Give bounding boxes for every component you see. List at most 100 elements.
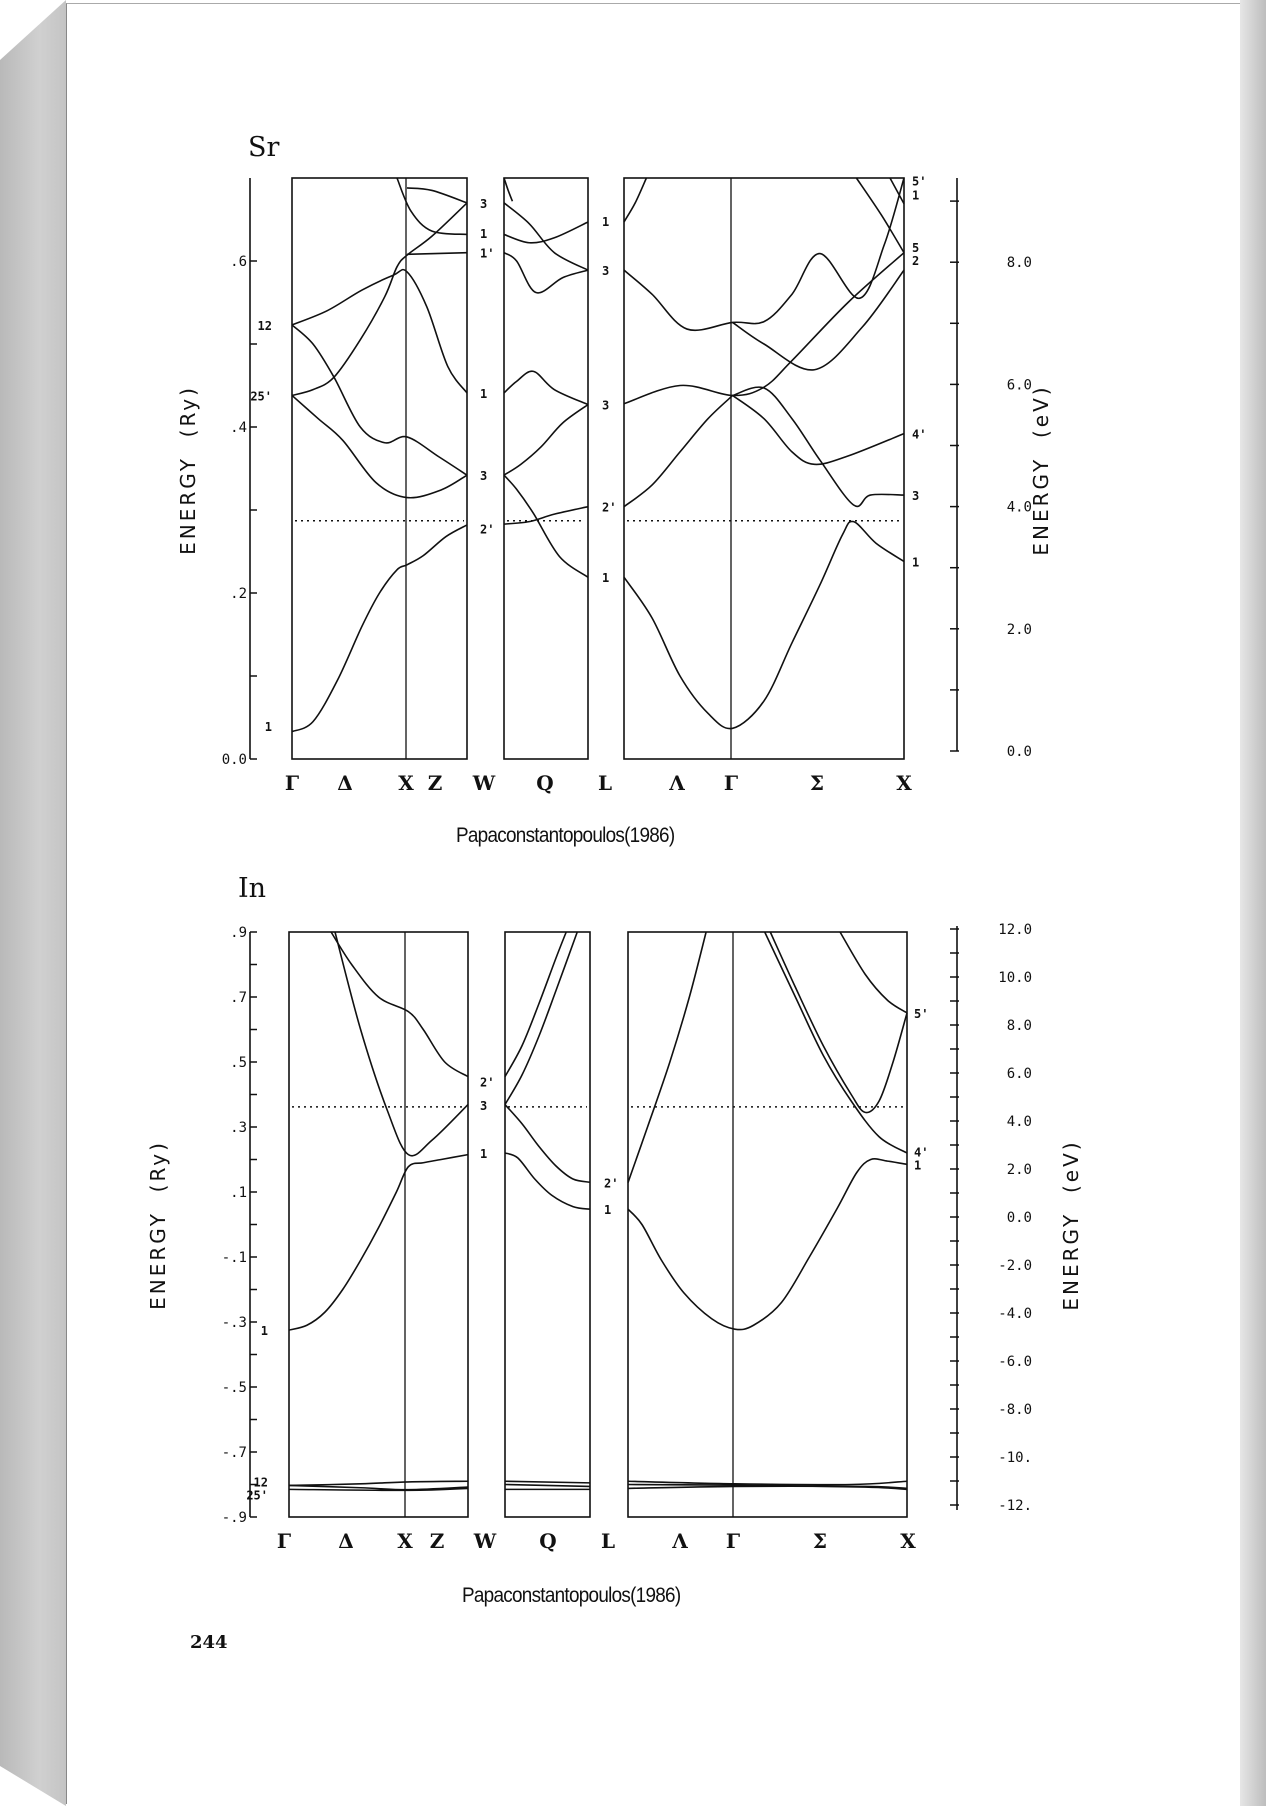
energy-band	[503, 177, 514, 202]
k-point-label: Δ	[338, 1529, 354, 1553]
band-symmetry-label: 2'	[602, 501, 616, 515]
band-symmetry-label: 5	[912, 241, 919, 255]
energy-band	[732, 386, 905, 508]
k-point-label: W	[473, 1529, 497, 1553]
panel-frame	[288, 931, 469, 1518]
energy-band	[291, 324, 468, 476]
y-tick-label: .9	[230, 925, 247, 941]
book-spine-edge	[0, 0, 66, 1806]
k-point-label: Γ	[726, 1529, 740, 1553]
chart-caption-sr: Papaconstantopoulos(1986)	[456, 824, 675, 847]
energy-band	[504, 931, 579, 1105]
energy-band	[288, 1153, 469, 1331]
energy-band	[291, 394, 468, 499]
energy-band	[855, 177, 905, 254]
k-point-label: Γ	[285, 771, 299, 795]
energy-band	[406, 187, 468, 204]
energy-band	[503, 505, 589, 525]
y-tick-label: -.7	[222, 1445, 247, 1461]
y-right-tick-label: -12.	[998, 1498, 1032, 1514]
book-page	[66, 3, 1243, 1804]
k-point-label: Σ	[810, 771, 824, 795]
band-symmetry-label: 2'	[604, 1176, 618, 1190]
y-right-tick-label: -8.0	[998, 1402, 1032, 1418]
energy-band	[732, 269, 905, 371]
y-right-tick-label: 0.0	[1007, 744, 1032, 760]
energy-band	[504, 1152, 591, 1211]
band-symmetry-label: 12	[258, 319, 272, 333]
energy-band	[503, 202, 589, 271]
energy-band	[623, 177, 905, 331]
y-tick-label: .7	[230, 990, 247, 1006]
k-point-label: Z	[430, 1529, 445, 1553]
band-symmetry-label: 4'	[914, 1145, 928, 1159]
band-symmetry-label: 1	[604, 1203, 611, 1217]
k-point-label: Λ	[668, 771, 685, 795]
energy-band	[623, 177, 648, 223]
energy-band	[839, 931, 908, 1014]
energy-band	[732, 394, 905, 466]
energy-band	[627, 931, 707, 1183]
band-symmetry-label: 2'	[480, 1076, 494, 1090]
band-symmetry-label: 1	[480, 387, 487, 401]
k-point-label: Γ	[724, 771, 738, 795]
band-symmetry-label: 1	[602, 215, 609, 229]
y-tick-label: 0.0	[222, 752, 247, 768]
y-tick-label: .1	[230, 1185, 247, 1201]
energy-band	[627, 1485, 908, 1490]
chart-sr: 0.0 .2 .4 .6 0.0 2.0 4.0 6.0 8.0 ENERGY (Ry) ENERG…	[176, 174, 1053, 795]
energy-band	[627, 1480, 908, 1486]
band-symmetry-label: 25'	[250, 389, 272, 403]
spine-corner-top	[0, 0, 66, 60]
band-symmetry-label: 25'	[246, 1488, 268, 1502]
y-right-tick-label: 2.0	[1007, 1162, 1032, 1178]
energy-band	[503, 403, 589, 476]
energy-band	[396, 177, 468, 236]
chart-in: .9.7.5.3.1-.1-.3-.5-.7-.912.010.08.06.04…	[146, 922, 1083, 1553]
y-tick-label: .3	[230, 1120, 247, 1136]
band-symmetry-label: 5'	[914, 1007, 928, 1021]
y-axis-title: ENERGY (Ry)	[176, 385, 200, 555]
y-right-tick-label: 2.0	[1007, 622, 1032, 638]
band-symmetry-label: 1	[480, 227, 487, 241]
energy-band	[504, 931, 567, 1078]
y-right-axis-title: ENERGY (eV)	[1029, 384, 1053, 555]
panel-frame	[623, 177, 905, 760]
energy-band	[889, 177, 905, 205]
energy-band	[291, 524, 468, 733]
band-symmetry-label: 2'	[480, 522, 494, 536]
y-tick-label: -.9	[222, 1510, 247, 1526]
band-symmetry-label: 1	[912, 189, 919, 203]
energy-band	[623, 520, 905, 730]
energy-band	[288, 1487, 469, 1492]
band-symmetry-label: 3	[480, 1099, 487, 1113]
y-right-axis-title: ENERGY (eV)	[1059, 1139, 1083, 1310]
energy-band	[763, 931, 908, 1154]
y-right-tick-label: 8.0	[1007, 1018, 1032, 1034]
y-right-tick-label: 6.0	[1007, 1066, 1032, 1082]
y-tick-label: .4	[230, 420, 247, 436]
energy-band	[291, 202, 468, 397]
y-tick-label: .2	[230, 586, 247, 602]
band-symmetry-label: 12	[254, 1475, 268, 1489]
energy-band	[291, 268, 468, 394]
y-tick-label: -.1	[222, 1250, 247, 1266]
k-point-label: X	[397, 1529, 413, 1553]
energy-band	[504, 1483, 591, 1488]
chart-title-in: In	[238, 873, 267, 904]
band-symmetry-label: 1	[912, 555, 919, 569]
k-point-label: Q	[539, 1529, 556, 1553]
y-right-tick-label: 0.0	[1007, 1210, 1032, 1226]
k-point-label: X	[900, 1529, 916, 1553]
y-right-tick-label: 10.0	[998, 970, 1032, 986]
panel-frame	[503, 177, 589, 760]
k-point-label: Δ	[337, 771, 353, 795]
y-right-tick-label: 8.0	[1007, 255, 1032, 271]
energy-band	[503, 370, 589, 406]
page-right-edge	[1240, 0, 1266, 1806]
band-symmetry-label: 4'	[912, 428, 926, 442]
band-symmetry-label: 1	[914, 1158, 921, 1172]
y-right-tick-label: -2.0	[998, 1258, 1032, 1274]
k-point-label: L	[598, 771, 612, 795]
